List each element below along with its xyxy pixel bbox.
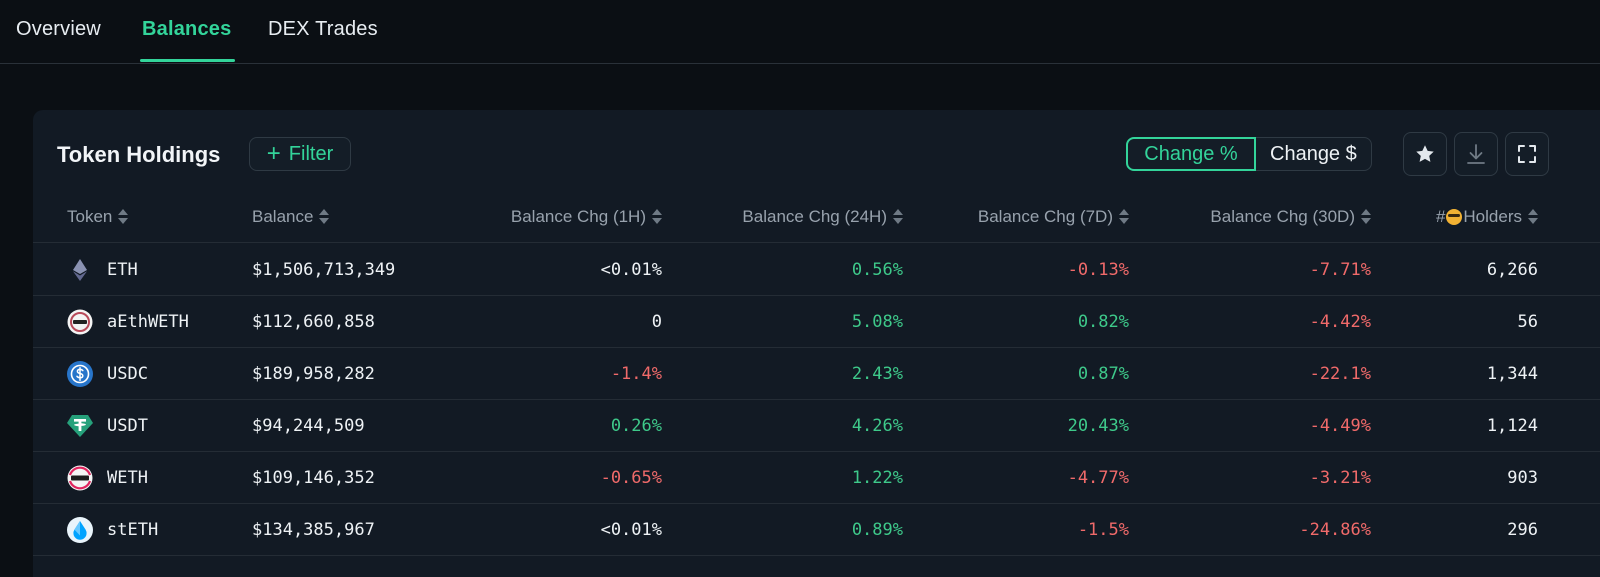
sort-icon — [893, 208, 903, 226]
col-holders-header[interactable]: # Holders — [1373, 191, 1538, 243]
plus-icon: + — [266, 140, 281, 167]
col-chg-7d-header[interactable]: Balance Chg (7D) — [913, 191, 1129, 243]
fullscreen-button[interactable] — [1505, 132, 1549, 176]
token-cell[interactable]: USDC — [67, 348, 148, 400]
table-row[interactable]: USDC $189,958,282 -1.4% 2.43% 0.87% -22.… — [33, 348, 1600, 400]
col-token-header[interactable]: Token — [67, 191, 129, 243]
chg-1h-cell: 0.26% — [610, 416, 662, 436]
chg-7d-cell: -0.13% — [1067, 260, 1129, 280]
chg-1h-cell: -1.4% — [610, 364, 662, 384]
table-row[interactable]: aEthWETH $112,660,858 0 5.08% 0.82% -4.4… — [33, 296, 1600, 348]
chg-30d-cell: -24.86% — [1299, 520, 1371, 540]
change-percent-button[interactable]: Change % — [1126, 137, 1256, 171]
holders-cell: 903 — [1507, 468, 1538, 488]
chg-30d-cell: -4.49% — [1309, 416, 1371, 436]
balance-cell: $134,385,967 — [252, 520, 375, 540]
balance-cell: $1,506,713,349 — [252, 260, 396, 280]
eth-icon — [67, 257, 93, 283]
table-row[interactable]: stETH $134,385,967 <0.01% 0.89% -1.5% -2… — [33, 504, 1600, 556]
chg-24h-cell: 4.26% — [851, 416, 903, 436]
download-icon — [1467, 144, 1485, 164]
chg-1h-cell: <0.01% — [600, 260, 662, 280]
table-row[interactable]: USDT $94,244,509 0.26% 4.26% 20.43% -4.4… — [33, 400, 1600, 452]
usdt-icon — [67, 413, 93, 439]
chg-7d-cell: -4.77% — [1067, 468, 1129, 488]
chg-1h-cell: <0.01% — [600, 520, 662, 540]
holders-cell: 6,266 — [1486, 260, 1538, 280]
download-button[interactable] — [1454, 132, 1498, 176]
token-cell[interactable]: USDT — [67, 400, 148, 452]
tab-dex-trades[interactable]: DEX Trades — [268, 18, 378, 40]
chg-7d-cell: 0.82% — [1077, 312, 1129, 332]
chg-7d-cell: 0.87% — [1077, 364, 1129, 384]
token-cell[interactable]: stETH — [67, 504, 158, 556]
sort-icon — [1361, 208, 1371, 226]
chg-24h-cell: 1.22% — [851, 468, 903, 488]
token-cell[interactable]: aEthWETH — [67, 296, 189, 348]
chg-24h-cell: 0.56% — [851, 260, 903, 280]
holders-cell: 296 — [1507, 520, 1538, 540]
holders-cell: 1,344 — [1486, 364, 1538, 384]
favorite-button[interactable] — [1403, 132, 1447, 176]
filter-button[interactable]: + Filter — [249, 137, 351, 171]
table-header: Token Balance Balance Chg (1H) Balance C… — [33, 191, 1600, 243]
nerd-face-icon — [1446, 209, 1463, 225]
sort-icon — [652, 208, 662, 226]
fullscreen-icon — [1518, 145, 1536, 163]
sort-icon — [118, 208, 129, 226]
change-dollar-button[interactable]: Change $ — [1256, 137, 1372, 171]
holders-cell: 56 — [1517, 312, 1538, 332]
chg-30d-cell: -22.1% — [1309, 364, 1371, 384]
chg-7d-cell: 20.43% — [1067, 416, 1129, 436]
aethweth-icon — [67, 309, 93, 335]
sort-icon — [1119, 208, 1129, 226]
chg-24h-cell: 5.08% — [851, 312, 903, 332]
chg-30d-cell: -7.71% — [1309, 260, 1371, 280]
weth-icon — [67, 465, 93, 491]
token-cell[interactable]: ETH — [67, 244, 138, 296]
table-row[interactable]: ETH $1,506,713,349 <0.01% 0.56% -0.13% -… — [33, 244, 1600, 296]
star-icon — [1416, 145, 1434, 162]
usdc-icon — [67, 361, 93, 387]
tab-overview[interactable]: Overview — [16, 18, 101, 40]
chg-1h-cell: -0.65% — [600, 468, 662, 488]
sort-icon — [319, 208, 330, 226]
chg-24h-cell: 2.43% — [851, 364, 903, 384]
col-chg-30d-header[interactable]: Balance Chg (30D) — [1133, 191, 1371, 243]
table-row[interactable]: WETH $109,146,352 -0.65% 1.22% -4.77% -3… — [33, 452, 1600, 504]
sort-icon — [1528, 208, 1538, 226]
chg-30d-cell: -4.42% — [1309, 312, 1371, 332]
balance-cell: $94,244,509 — [252, 416, 365, 436]
chg-1h-cell: 0 — [651, 312, 662, 332]
balance-cell: $112,660,858 — [252, 312, 375, 332]
chg-7d-cell: -1.5% — [1077, 520, 1129, 540]
balance-cell: $109,146,352 — [252, 468, 375, 488]
col-chg-1h-header[interactable]: Balance Chg (1H) — [433, 191, 662, 243]
panel-title: Token Holdings — [57, 142, 221, 167]
token-cell[interactable]: WETH — [67, 452, 148, 504]
filter-label: Filter — [288, 142, 334, 165]
tab-balances[interactable]: Balances — [142, 18, 232, 40]
col-chg-24h-header[interactable]: Balance Chg (24H) — [673, 191, 903, 243]
change-mode-toggle: Change % Change $ — [1126, 137, 1372, 171]
token-holdings-panel: Token Holdings + Filter Change % Change … — [33, 110, 1600, 577]
steth-icon — [67, 517, 93, 543]
holders-cell: 1,124 — [1486, 416, 1538, 436]
top-nav: Overview Balances DEX Trades — [0, 0, 1600, 64]
active-tab-indicator — [140, 59, 235, 62]
chg-24h-cell: 0.89% — [851, 520, 903, 540]
col-balance-header[interactable]: Balance — [252, 191, 330, 243]
balance-cell: $189,958,282 — [252, 364, 375, 384]
chg-30d-cell: -3.21% — [1309, 468, 1371, 488]
